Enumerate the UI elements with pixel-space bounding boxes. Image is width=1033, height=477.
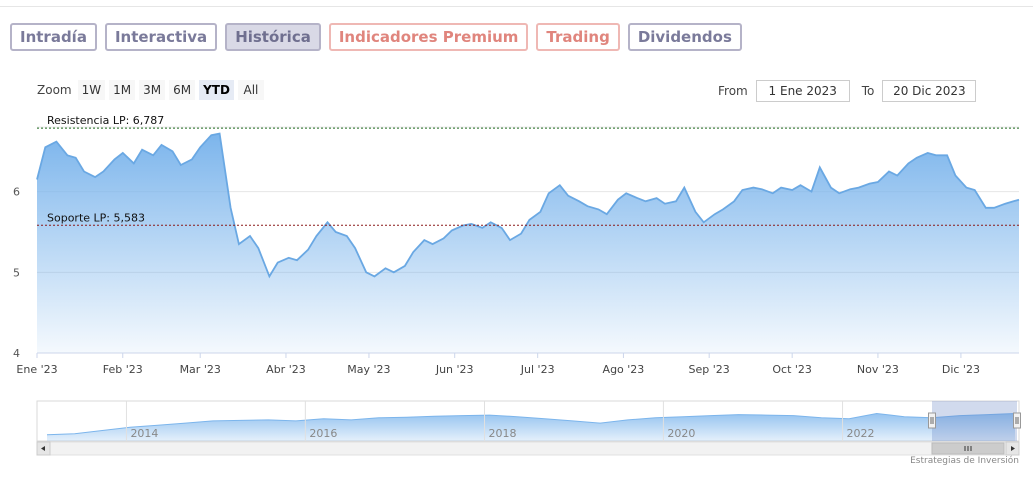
tab-interactiva[interactable]: Interactiva <box>104 23 218 51</box>
zoom-3m-button[interactable]: 3M <box>139 80 166 100</box>
to-label: To <box>861 84 875 98</box>
scrollbar-thumb[interactable] <box>931 442 1005 455</box>
tab-dividendos[interactable]: Dividendos <box>627 23 742 51</box>
x-tick-label: Mar '23 <box>180 363 221 376</box>
tab-indicadores-premium[interactable]: Indicadores Premium <box>328 23 529 51</box>
zoom-controls: Zoom 1W 1M 3M 6M YTD All <box>37 80 268 100</box>
scroll-left-button[interactable] <box>36 441 51 456</box>
zoom-6m-button[interactable]: 6M <box>169 80 196 100</box>
navigator-tick-label: 2016 <box>309 427 337 440</box>
x-tick-label: Dic '23 <box>942 363 980 376</box>
top-divider <box>0 6 1033 7</box>
x-tick-label: Abr '23 <box>266 363 306 376</box>
x-tick-label: Jul '23 <box>520 363 555 376</box>
tab-intrad-a[interactable]: Intradía <box>10 23 97 51</box>
resistance-label: Resistencia LP: 6,787 <box>47 114 164 127</box>
navigator-tick-label: 2014 <box>130 427 158 440</box>
chart-tabs: Intradía Interactiva Histórica Indicadores … <box>10 23 742 51</box>
y-tick-label: 4 <box>13 347 20 360</box>
x-tick-label: Ago '23 <box>603 363 645 376</box>
from-label: From <box>718 84 748 98</box>
navigator-area <box>47 413 1015 441</box>
scroll-left-arrow-icon <box>41 446 45 451</box>
x-tick-label: Sep '23 <box>689 363 730 376</box>
price-area <box>37 133 1019 353</box>
navigator: 2014 2016 2018 2020 2022 <box>36 400 1021 456</box>
plot-area <box>36 132 1020 353</box>
navigator-right-handle[interactable] <box>1013 412 1021 429</box>
x-tick-label: Nov '23 <box>857 363 899 376</box>
scroll-right-arrow-icon <box>1011 446 1015 451</box>
chart-grid <box>37 126 1019 354</box>
navigator-left-handle[interactable] <box>927 412 936 429</box>
x-tick-label: Ene '23 <box>16 363 57 376</box>
chart-axes: 4 5 6 Ene '23 Feb '23 Mar '23 Abr '23 May '23 Ju… <box>13 186 1019 376</box>
from-date-input[interactable] <box>755 80 850 102</box>
navigator-selection[interactable] <box>931 401 1017 441</box>
y-tick-label: 5 <box>13 266 20 279</box>
zoom-1w-button[interactable]: 1W <box>77 80 106 100</box>
credits: Estrategias de Inversión <box>910 456 1019 466</box>
y-tick-label: 6 <box>13 186 20 199</box>
zoom-ytd-button[interactable]: YTD <box>199 80 234 100</box>
price-line <box>36 132 1020 279</box>
x-tick-label: Feb '23 <box>103 363 143 376</box>
x-tick-label: May '23 <box>347 363 390 376</box>
navigator-frame <box>36 400 1020 442</box>
scrollbar-track[interactable] <box>36 441 1020 456</box>
navigator-tick-label: 2020 <box>667 427 695 440</box>
navigator-tick-label: 2022 <box>847 427 875 440</box>
x-tick-label: Jun '23 <box>435 363 474 376</box>
x-tick-label: Oct '23 <box>772 363 812 376</box>
to-date-input[interactable] <box>882 80 977 102</box>
scroll-right-button[interactable] <box>1005 441 1020 456</box>
zoom-label: Zoom <box>37 83 72 97</box>
navigator-tick-label: 2018 <box>488 427 516 440</box>
zoom-1m-button[interactable]: 1M <box>109 80 136 100</box>
navigator-line <box>46 412 1016 436</box>
reference-lines: Resistencia LP: 6,787 Soporte LP: 5,583 <box>37 114 1019 226</box>
support-label: Soporte LP: 5,583 <box>47 211 145 224</box>
date-range: From To <box>718 80 988 102</box>
tab-trading[interactable]: Trading <box>536 23 620 51</box>
tab-hist-rica[interactable]: Histórica <box>225 23 321 51</box>
zoom-all-button[interactable]: All <box>237 80 264 100</box>
